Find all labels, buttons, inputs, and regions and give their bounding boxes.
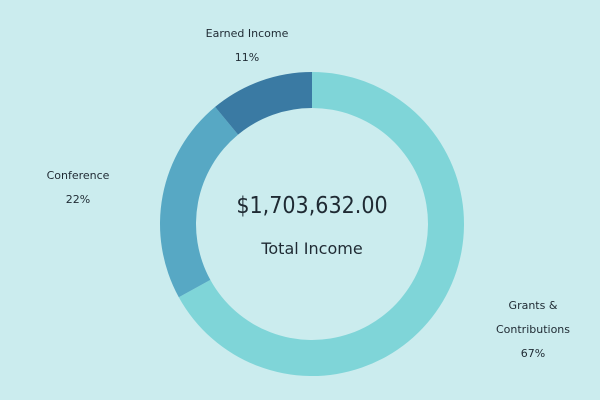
slice-label-grants-line-1: Grants &: [508, 299, 558, 312]
total-income-value: $1,703,632.00: [236, 193, 388, 219]
slice-percent-earned-income: 11%: [234, 51, 260, 64]
slice-label-earned-income: Earned Income 11%: [197, 22, 297, 70]
total-income-label: Total Income: [261, 239, 363, 258]
slice-label-grants-contributions: Grants & Contributions 67%: [478, 294, 588, 366]
slice-label-grants-line-2: Contributions: [495, 323, 571, 336]
donut-slice-earned-income: [215, 72, 312, 135]
slice-label-earned-income-line-1: Earned Income: [205, 27, 289, 40]
donut-slice-conference: [160, 106, 239, 298]
slice-percent-grants-contributions: 67%: [520, 347, 546, 360]
slice-percent-conference: 22%: [65, 193, 91, 206]
slice-label-conference: Conference 22%: [28, 164, 128, 212]
slice-label-conference-line-1: Conference: [46, 169, 110, 182]
